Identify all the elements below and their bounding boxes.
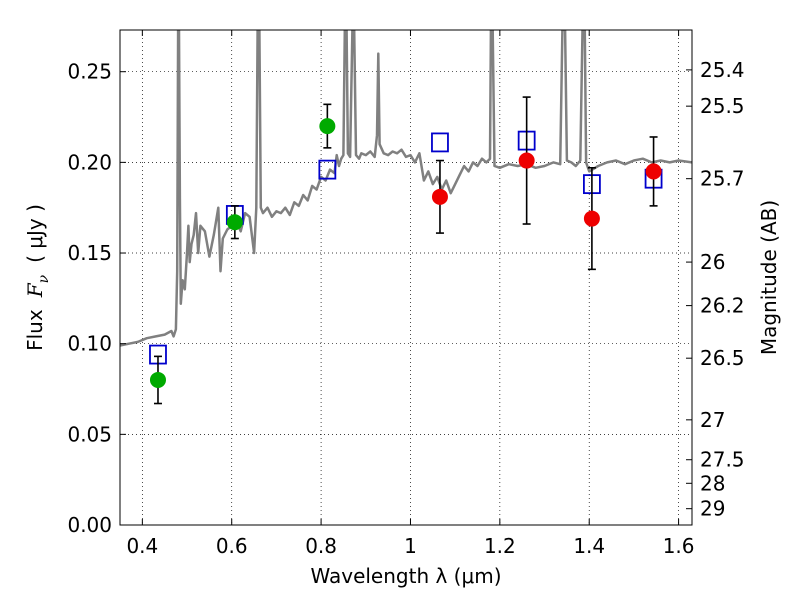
- y-right-tick-label: 26.2: [700, 294, 745, 318]
- plot-content: [120, 30, 692, 405]
- y-tick-label: 0.05: [67, 422, 112, 446]
- x-tick-label: 1.4: [573, 534, 605, 558]
- y-right-tick-label: 26.5: [700, 346, 745, 370]
- x-tick-label: 0.4: [126, 534, 158, 558]
- y-right-tick-label: 28: [700, 471, 725, 495]
- model-photometry-square: [431, 132, 449, 153]
- y-right-tick-label: 27.5: [700, 448, 745, 472]
- observed-point-green: [319, 118, 336, 135]
- y-right-tick-label: 25.7: [700, 167, 745, 191]
- model-photometry-square: [318, 159, 337, 180]
- observed-point-red: [518, 152, 535, 169]
- y-right-tick-label: 25.5: [700, 94, 745, 118]
- y-axis-label-right: Magnitude (AB): [757, 200, 781, 355]
- x-tick-label: 1.6: [663, 534, 695, 558]
- spectrum-line: [120, 30, 692, 347]
- y-axis-label-text: Flux: [23, 309, 47, 351]
- x-tick-label: 1.2: [484, 534, 516, 558]
- y-tick-label: 0.10: [67, 332, 112, 356]
- observed-point-green: [149, 371, 166, 388]
- x-tick-label: 1: [404, 534, 417, 558]
- y-right-tick-label: 26: [700, 250, 725, 274]
- x-axis-label: Wavelength λ (μm): [310, 564, 501, 588]
- y-tick-label: 0.25: [67, 60, 112, 84]
- x-tick-label: 0.8: [305, 534, 337, 558]
- y-axis-label-symbol: F: [23, 282, 47, 298]
- observed-point-red: [645, 163, 662, 180]
- y-tick-label: 0.15: [67, 241, 112, 265]
- x-tick-label: 0.6: [216, 534, 248, 558]
- y-tick-label: 0.20: [67, 150, 112, 174]
- y-right-tick-label: 27: [700, 408, 725, 432]
- observed-point-green: [226, 214, 243, 231]
- y-right-tick-label: 29: [700, 497, 725, 521]
- axes-frame: [119, 29, 693, 526]
- plot-area: [120, 30, 692, 405]
- y-axis-label-subscript: ν: [36, 274, 52, 283]
- y-right-tick-label: 25.4: [700, 58, 745, 82]
- y-tick-label: 0.00: [67, 513, 112, 537]
- y-axis-label-left: Flux Fν ( μJy ): [23, 204, 52, 351]
- ticks: 0.4 0.6 0.8 1 1.2 1.4 1.6 0.00 0.05 0.10 0.15 0.20 0…: [67, 30, 745, 558]
- observed-point-red: [431, 188, 448, 205]
- observed-point-red: [583, 210, 600, 227]
- y-axis-label-unit: ( μJy ): [23, 204, 47, 263]
